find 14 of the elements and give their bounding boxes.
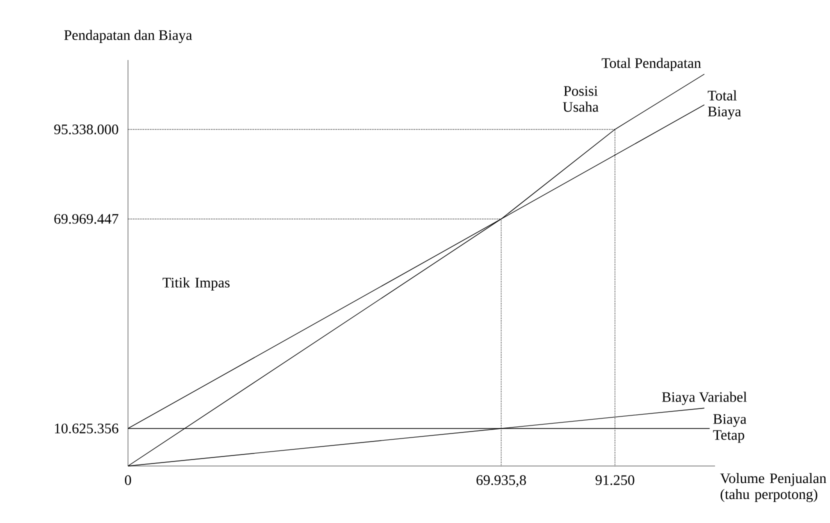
series-label: Total Biaya — [708, 90, 742, 120]
annotation: Posisi Usaha — [562, 86, 599, 112]
annotation: Titik Impas — [162, 277, 230, 290]
y-tick-label: 10.625.356 — [54, 424, 118, 434]
y-tick-label: 95.338.000 — [54, 124, 118, 134]
series-label: Total Pendapatan — [602, 58, 701, 71]
series-label: Biaya Variabel — [662, 392, 747, 405]
y-axis-title: Pendapatan dan Biaya — [64, 30, 192, 43]
x-tick-label: 91.250 — [596, 475, 634, 486]
x-tick-label: 0 — [124, 475, 132, 486]
x-tick-label: 69.935,8 — [476, 475, 526, 488]
x-axis-title: Volume Penjualan (tahu perpotong) — [720, 473, 826, 502]
series-label: Biaya Tetap — [713, 414, 746, 443]
y-tick-label: 69.969.447 — [54, 214, 118, 224]
